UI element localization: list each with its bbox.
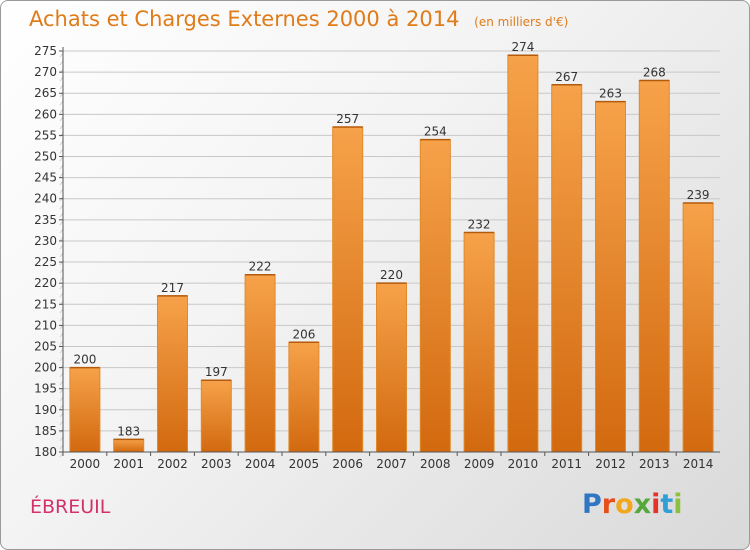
bar bbox=[332, 126, 364, 453]
y-tick-label: 190 bbox=[34, 403, 57, 417]
y-tick-label: 205 bbox=[34, 339, 57, 353]
bar-value-label: 274 bbox=[511, 40, 534, 54]
bar bbox=[638, 80, 670, 453]
bar-value-label: 220 bbox=[380, 268, 403, 282]
bar bbox=[551, 84, 583, 453]
x-tick-label: 2012 bbox=[595, 457, 626, 471]
bar-value-label: 197 bbox=[205, 365, 228, 379]
y-tick-label: 265 bbox=[34, 86, 57, 100]
bar-value-label: 257 bbox=[336, 112, 359, 126]
x-tick-label: 2004 bbox=[245, 457, 276, 471]
y-tick-label: 250 bbox=[34, 150, 57, 164]
x-tick-label: 2014 bbox=[683, 457, 714, 471]
x-tick-label: 2001 bbox=[113, 457, 144, 471]
y-tick-label: 275 bbox=[34, 44, 57, 58]
bar bbox=[244, 274, 276, 453]
y-tick-label: 180 bbox=[34, 445, 57, 459]
bar-value-label: 222 bbox=[249, 260, 272, 274]
bar bbox=[157, 295, 188, 453]
y-tick-label: 185 bbox=[34, 424, 57, 438]
y-tick-label: 240 bbox=[34, 192, 57, 206]
bar-value-label: 268 bbox=[643, 66, 666, 80]
x-tick-label: 2000 bbox=[70, 457, 101, 471]
y-tick-label: 230 bbox=[34, 234, 57, 248]
bar bbox=[507, 54, 539, 453]
bar-value-label: 263 bbox=[599, 87, 622, 101]
value-labels: 200 183 217 197 222 206 257 220 254 232 274 267 263 2… bbox=[73, 40, 709, 438]
bar bbox=[288, 341, 320, 453]
x-tick-label: 2006 bbox=[332, 457, 363, 471]
logo-letter: t bbox=[660, 489, 674, 520]
y-tick-label: 225 bbox=[34, 255, 57, 269]
y-tick-label: 210 bbox=[34, 318, 57, 332]
bars bbox=[69, 54, 714, 453]
logo-letter: x bbox=[633, 489, 652, 520]
bar bbox=[113, 438, 145, 453]
y-tick-label: 220 bbox=[34, 276, 57, 290]
x-tick-label: 2002 bbox=[157, 457, 188, 471]
proxiti-logo: Proxiti bbox=[582, 489, 683, 520]
chart-title-text: Achats et Charges Externes 2000 à 2014 bbox=[29, 7, 460, 31]
y-tick-label: 255 bbox=[34, 128, 57, 142]
bar bbox=[376, 282, 407, 453]
x-tick-label: 2009 bbox=[464, 457, 495, 471]
x-tick-label: 2008 bbox=[420, 457, 451, 471]
y-tick-label: 245 bbox=[34, 171, 57, 185]
x-tick-label: 2013 bbox=[639, 457, 670, 471]
logo-letter: i bbox=[673, 489, 683, 520]
bar-value-label: 239 bbox=[687, 188, 710, 202]
logo-letter: i bbox=[651, 489, 661, 520]
bar-value-label: 232 bbox=[468, 218, 491, 232]
y-tick-label: 260 bbox=[34, 107, 57, 121]
logo-letter: r bbox=[601, 489, 616, 520]
bar-value-label: 217 bbox=[161, 281, 184, 295]
x-tick-label: 2011 bbox=[551, 457, 582, 471]
bar bbox=[419, 139, 451, 453]
bar bbox=[682, 202, 714, 453]
logo-letter: o bbox=[615, 489, 634, 520]
bar-value-label: 183 bbox=[117, 424, 140, 438]
x-tick-label: 2007 bbox=[376, 457, 407, 471]
bar-value-label: 254 bbox=[424, 125, 447, 139]
logo-letter: P bbox=[582, 489, 602, 520]
bar bbox=[595, 101, 626, 453]
bar-value-label: 206 bbox=[292, 327, 315, 341]
y-tick-label: 200 bbox=[34, 361, 57, 375]
bar bbox=[200, 379, 232, 453]
commune-name: ÉBREUIL bbox=[30, 496, 111, 518]
bar-value-label: 200 bbox=[73, 353, 96, 367]
y-tick-label: 195 bbox=[34, 382, 57, 396]
y-tick-label: 235 bbox=[34, 213, 57, 227]
x-tick-label: 2010 bbox=[508, 457, 539, 471]
axes: 180 185 190 195 200 205 210 215 220 225 230 235 240 2… bbox=[34, 44, 720, 471]
x-tick-label: 2003 bbox=[201, 457, 232, 471]
bar-value-label: 267 bbox=[555, 70, 578, 84]
chart-title: Achats et Charges Externes 2000 à 2014 (… bbox=[29, 7, 568, 31]
bar bbox=[69, 367, 101, 453]
y-tick-label: 215 bbox=[34, 297, 57, 311]
bar bbox=[463, 232, 495, 453]
y-tick-label: 270 bbox=[34, 65, 57, 79]
chart-subtitle: (en milliers d'€) bbox=[474, 15, 569, 29]
x-tick-label: 2005 bbox=[289, 457, 320, 471]
